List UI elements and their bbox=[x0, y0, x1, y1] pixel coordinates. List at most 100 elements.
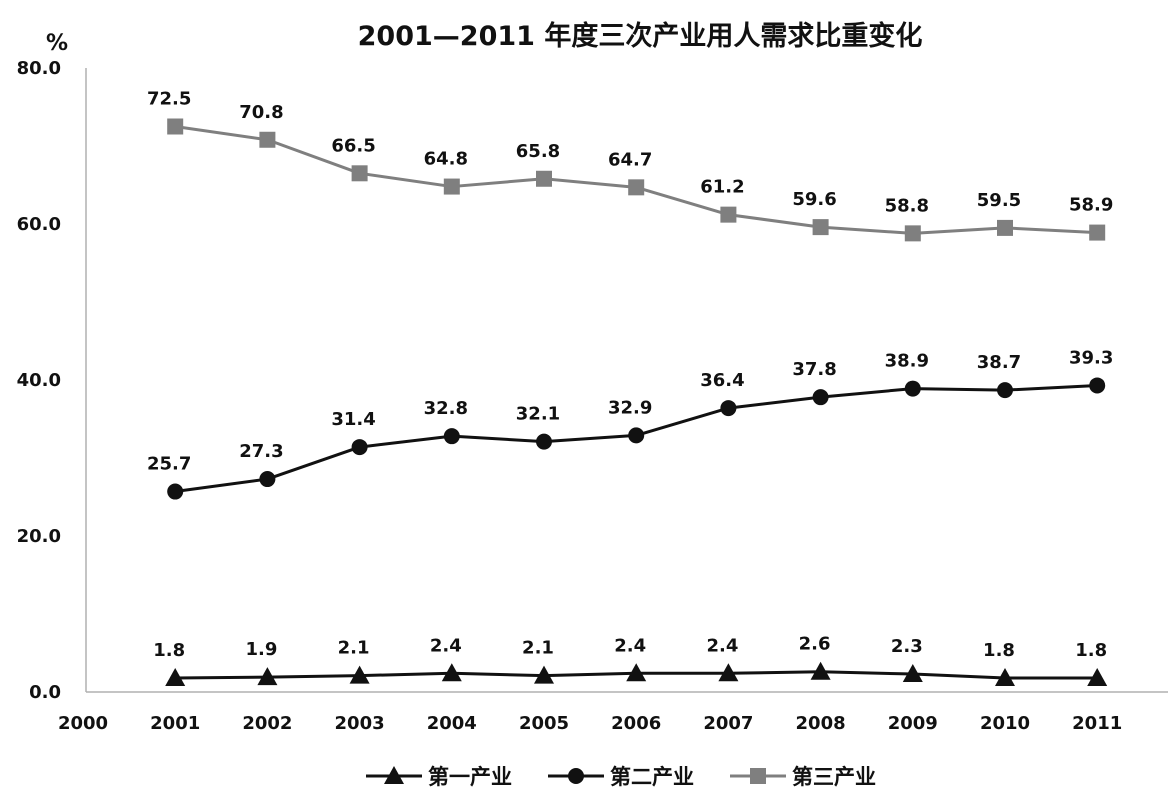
data-point bbox=[349, 665, 370, 684]
data-label: 36.4 bbox=[700, 370, 744, 391]
data-label: 2.1 bbox=[522, 638, 554, 659]
data-point bbox=[628, 427, 645, 444]
data-point bbox=[167, 483, 184, 500]
data-point bbox=[1087, 667, 1108, 686]
x-tick-label: 2008 bbox=[796, 713, 846, 734]
data-point bbox=[995, 667, 1015, 686]
data-label: 1.8 bbox=[983, 640, 1015, 661]
data-label: 32.8 bbox=[424, 398, 468, 419]
x-tick-label: 2010 bbox=[980, 713, 1030, 734]
x-tick-label: 2009 bbox=[888, 713, 938, 734]
data-label: 1.8 bbox=[153, 640, 185, 661]
x-tick-label: 2000 bbox=[58, 713, 108, 734]
data-point bbox=[351, 165, 368, 182]
legend-marker bbox=[568, 768, 584, 784]
x-tick-label: 2011 bbox=[1072, 713, 1122, 734]
legend-marker bbox=[384, 766, 404, 784]
legend-item-2: 第二产业 bbox=[548, 765, 694, 789]
x-tick-label: 2003 bbox=[335, 713, 385, 734]
y-axis-ticks: 0.0 20.0 40.0 60.0 80.0 bbox=[17, 58, 61, 703]
data-label: 38.7 bbox=[977, 352, 1021, 373]
data-label: 66.5 bbox=[331, 135, 375, 156]
data-label: 59.6 bbox=[792, 189, 836, 210]
data-point bbox=[1089, 224, 1106, 241]
data-label: 61.2 bbox=[700, 177, 744, 198]
data-label: 59.5 bbox=[977, 190, 1021, 211]
data-point bbox=[165, 667, 186, 686]
data-label: 32.9 bbox=[608, 397, 652, 418]
data-point bbox=[1089, 377, 1106, 394]
data-label: 37.8 bbox=[792, 359, 836, 380]
x-tick-label: 2002 bbox=[242, 713, 292, 734]
data-point bbox=[812, 219, 829, 236]
data-label: 32.1 bbox=[516, 404, 560, 425]
y-tick-label: 0.0 bbox=[29, 682, 61, 703]
y-tick-label: 40.0 bbox=[17, 370, 61, 391]
data-label: 2.3 bbox=[891, 636, 923, 657]
data-label: 38.9 bbox=[885, 351, 929, 372]
legend-label: 第二产业 bbox=[610, 765, 694, 789]
data-label: 31.4 bbox=[331, 409, 375, 430]
data-label: 65.8 bbox=[516, 141, 560, 162]
data-point bbox=[257, 667, 278, 686]
data-point bbox=[720, 400, 737, 417]
data-point bbox=[536, 170, 552, 187]
legend-label: 第三产业 bbox=[792, 765, 876, 789]
data-point bbox=[812, 389, 829, 406]
data-point bbox=[351, 439, 368, 456]
data-label: 64.8 bbox=[424, 149, 468, 170]
data-point bbox=[536, 433, 552, 450]
data-point bbox=[167, 118, 184, 135]
legend: 第一产业 第二产业 第三产业 bbox=[366, 765, 876, 789]
y-tick-label: 80.0 bbox=[17, 58, 61, 79]
y-tick-label: 20.0 bbox=[17, 526, 61, 547]
data-point bbox=[259, 471, 276, 488]
data-point bbox=[904, 225, 921, 242]
data-label: 2.4 bbox=[430, 635, 462, 656]
series-1: 1.8 1.9 2.1 2.4 2.1 2.4 2.4 2.6 2.3 1.8 1.8 bbox=[153, 634, 1108, 686]
data-point bbox=[628, 179, 645, 196]
data-label: 1.8 bbox=[1075, 640, 1107, 661]
x-tick-label: 2007 bbox=[703, 713, 753, 734]
chart-title: 2001—2011 年度三次产业用人需求比重变化 bbox=[358, 20, 923, 52]
data-label: 58.8 bbox=[885, 195, 929, 216]
data-label: 58.9 bbox=[1069, 195, 1113, 216]
data-point bbox=[810, 661, 831, 680]
data-point bbox=[718, 663, 739, 682]
data-label: 25.7 bbox=[147, 454, 191, 475]
data-point bbox=[902, 664, 923, 683]
x-tick-label: 2005 bbox=[519, 713, 569, 734]
x-tick-label: 2004 bbox=[427, 713, 477, 734]
y-tick-label: 60.0 bbox=[17, 214, 61, 235]
x-tick-label: 2001 bbox=[150, 713, 200, 734]
data-point bbox=[904, 380, 921, 397]
legend-item-3: 第三产业 bbox=[730, 765, 876, 789]
data-label: 2.1 bbox=[338, 638, 370, 659]
data-point bbox=[443, 428, 460, 445]
data-point bbox=[259, 131, 276, 148]
data-point bbox=[720, 206, 737, 223]
data-label: 2.4 bbox=[614, 635, 646, 656]
x-axis-ticks: 2000 2001 2002 2003 2004 2005 2006 2007 2008 2009… bbox=[58, 713, 1122, 734]
data-label: 1.9 bbox=[245, 639, 277, 660]
series-layer: 1.8 1.9 2.1 2.4 2.1 2.4 2.4 2.6 2.3 1.8 1.8 25.7 27.… bbox=[147, 89, 1113, 686]
data-point bbox=[997, 382, 1013, 399]
data-label: 2.4 bbox=[706, 635, 738, 656]
series-3: 72.5 70.8 66.5 64.8 65.8 64.7 61.2 59.6 58.8 59.5… bbox=[147, 89, 1113, 242]
x-tick-label: 2006 bbox=[611, 713, 661, 734]
legend-item-1: 第一产业 bbox=[366, 765, 512, 789]
legend-marker bbox=[750, 768, 766, 784]
series-2: 25.7 27.3 31.4 32.8 32.1 32.9 36.4 37.8 38.9 38.7… bbox=[147, 347, 1113, 500]
data-point bbox=[626, 663, 647, 682]
data-label: 2.6 bbox=[799, 634, 831, 655]
data-label: 27.3 bbox=[239, 441, 283, 462]
data-point bbox=[534, 665, 554, 684]
data-point bbox=[443, 178, 460, 195]
legend-label: 第一产业 bbox=[428, 765, 512, 789]
data-label: 39.3 bbox=[1069, 347, 1113, 368]
data-point bbox=[997, 219, 1013, 236]
y-axis-unit-label: % bbox=[46, 31, 68, 56]
data-label: 72.5 bbox=[147, 89, 191, 110]
